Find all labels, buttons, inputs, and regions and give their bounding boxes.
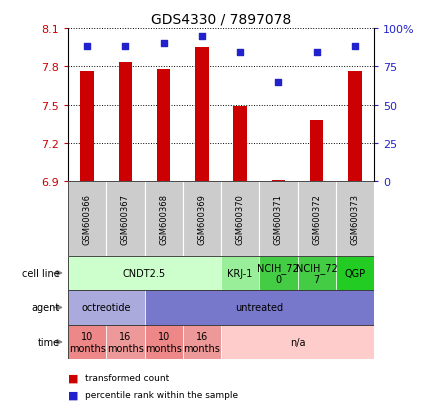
Bar: [336, 182, 374, 256]
Bar: [68, 325, 374, 359]
Bar: [68, 290, 374, 325]
Text: transformed count: transformed count: [85, 373, 169, 382]
Text: GSM600369: GSM600369: [197, 194, 207, 244]
Point: [275, 79, 282, 85]
Bar: [221, 256, 259, 290]
Bar: [68, 290, 144, 325]
Text: 16
months: 16 months: [107, 331, 144, 353]
Bar: [183, 325, 221, 359]
Bar: [144, 182, 183, 256]
Point: [313, 50, 320, 57]
Bar: [106, 325, 144, 359]
Point: [160, 41, 167, 47]
Point: [84, 44, 91, 50]
Point: [237, 50, 244, 57]
Text: GSM600368: GSM600368: [159, 193, 168, 244]
Text: CNDT2.5: CNDT2.5: [123, 268, 166, 278]
Text: ■: ■: [68, 373, 79, 383]
Text: QGP: QGP: [344, 268, 366, 278]
Point: [351, 44, 358, 50]
Bar: [106, 182, 144, 256]
Bar: [221, 182, 259, 256]
Bar: [310, 121, 323, 182]
Text: GSM600366: GSM600366: [82, 193, 92, 244]
Bar: [68, 182, 106, 256]
Text: 10
months: 10 months: [69, 331, 105, 353]
Bar: [80, 72, 94, 182]
Text: time: time: [37, 337, 60, 347]
Text: n/a: n/a: [290, 337, 305, 347]
Point: [198, 33, 205, 40]
Text: GSM600373: GSM600373: [350, 193, 360, 244]
Text: agent: agent: [31, 303, 60, 313]
Text: KRJ-1: KRJ-1: [227, 268, 253, 278]
Bar: [183, 182, 221, 256]
Text: 10
months: 10 months: [145, 331, 182, 353]
Text: GSM600371: GSM600371: [274, 194, 283, 244]
Bar: [259, 256, 298, 290]
Bar: [259, 182, 298, 256]
Text: untreated: untreated: [235, 303, 283, 313]
Text: GSM600370: GSM600370: [235, 194, 245, 244]
Text: GSM600367: GSM600367: [121, 193, 130, 244]
Bar: [195, 48, 209, 182]
Text: 16
months: 16 months: [184, 331, 220, 353]
Bar: [298, 182, 336, 256]
Bar: [157, 70, 170, 182]
Title: GDS4330 / 7897078: GDS4330 / 7897078: [151, 12, 291, 26]
Text: NCIH_72
7: NCIH_72 7: [296, 262, 337, 285]
Bar: [221, 325, 374, 359]
Text: percentile rank within the sample: percentile rank within the sample: [85, 390, 238, 399]
Bar: [68, 256, 374, 290]
Point: [122, 44, 129, 50]
Bar: [272, 180, 285, 182]
Text: cell line: cell line: [22, 268, 60, 278]
Text: NCIH_72
0: NCIH_72 0: [258, 262, 299, 285]
Text: ■: ■: [68, 389, 79, 399]
Text: octreotide: octreotide: [82, 303, 131, 313]
Bar: [68, 256, 221, 290]
Bar: [68, 325, 106, 359]
Bar: [336, 256, 374, 290]
Text: GSM600372: GSM600372: [312, 194, 321, 244]
Bar: [233, 107, 247, 182]
Bar: [298, 256, 336, 290]
Bar: [348, 72, 362, 182]
Bar: [144, 290, 374, 325]
Bar: [119, 63, 132, 182]
Bar: [144, 325, 183, 359]
